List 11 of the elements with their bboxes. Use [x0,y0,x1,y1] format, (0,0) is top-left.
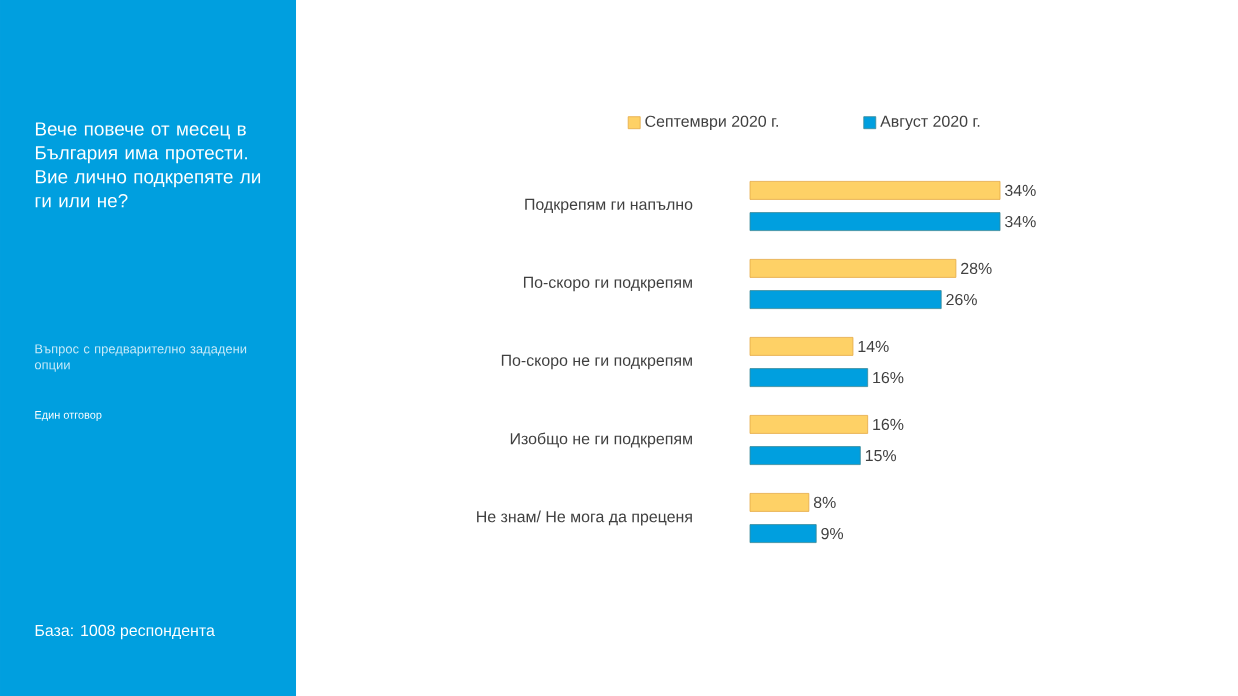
bar [749,337,854,356]
bar [749,212,1001,231]
bar [749,524,817,543]
bar [749,493,810,512]
bar [749,415,869,434]
bar [749,446,861,465]
bar [749,259,957,278]
bar [749,181,1001,200]
text: Вече повече от месец в България има протести. Вие лично подкрепяте ли ги или не? [35,122,261,208]
bar [749,368,869,387]
bar [749,290,942,309]
